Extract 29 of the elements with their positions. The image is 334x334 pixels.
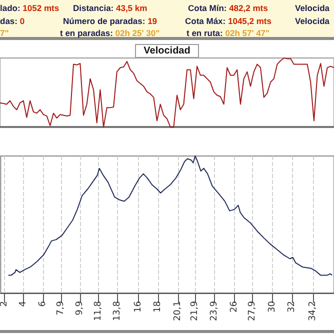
text: Número de paradas: 19	[63, 16, 158, 26]
text: t en ruta: 02h 57' 47"	[186, 28, 270, 38]
x-tick-label: 2	[0, 301, 10, 307]
text: lado: 1052 mts	[0, 3, 60, 13]
x-tick-label: 34,2	[308, 301, 318, 322]
x-tick-label: 18	[152, 300, 163, 312]
x-tick-label: 21,9	[190, 300, 200, 322]
x-tick-label: 6	[38, 300, 48, 307]
chart-title: Velocidad	[144, 46, 190, 56]
x-tick-label: 9,9	[75, 300, 86, 316]
x-tick-label: 32	[286, 301, 297, 312]
x-tick-label: 26	[229, 300, 240, 312]
text: Cota Mín: 482,2 mts	[188, 3, 268, 13]
x-tick-label: 23,9	[209, 300, 220, 322]
text: Cota Máx: 1045,2 mts	[185, 16, 272, 26]
x-tick-label: 7,9	[56, 300, 66, 316]
x-tick-label: 13,8	[112, 300, 123, 322]
text: das: 0	[0, 16, 25, 26]
text: Velocida	[295, 3, 330, 13]
x-tick-label: 20,1	[172, 301, 183, 322]
x-tick-label: 16	[134, 300, 144, 312]
text: Distancia: 43,5 km	[73, 3, 148, 13]
text: Velocida	[295, 16, 330, 26]
x-tick-label: 27,9	[248, 300, 258, 322]
x-tick-label: 4	[18, 300, 29, 307]
text: t en paradas: 02h 25' 30"	[60, 28, 160, 38]
x-tick-label: 11,8	[93, 300, 104, 322]
text: 7"	[0, 28, 9, 38]
x-tick-label: 30	[268, 300, 278, 312]
